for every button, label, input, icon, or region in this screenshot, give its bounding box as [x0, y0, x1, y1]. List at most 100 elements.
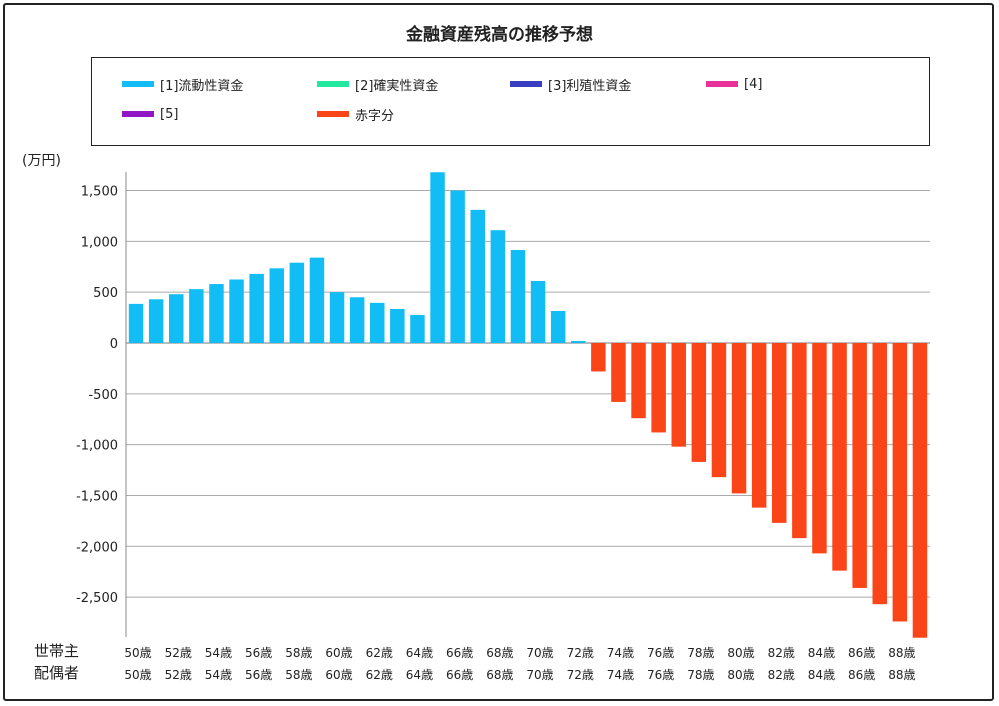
- x-label-spouse-66歳: 66歳: [446, 668, 473, 682]
- legend-label-4: [4]: [744, 76, 763, 92]
- x-label-householder-74歳: 74歳: [607, 646, 634, 660]
- bar-deficit-87歳: [872, 343, 887, 605]
- y-tick-label-4: -500: [88, 388, 118, 403]
- bar-liquid-56歳: [249, 273, 264, 343]
- x-label-spouse-88歳: 88歳: [888, 668, 915, 682]
- legend-item-2: [2]確実性資金: [317, 76, 439, 94]
- y-tick-label-3: 0: [110, 337, 118, 352]
- x-label-spouse-62歳: 62歳: [366, 668, 393, 682]
- legend-swatch-4: [706, 81, 738, 87]
- bar-liquid-51歳: [148, 299, 164, 343]
- x-label-spouse-78歳: 78歳: [687, 668, 714, 682]
- x-label-householder-84歳: 84歳: [808, 646, 835, 660]
- legend-item-6: 赤字分: [317, 106, 395, 124]
- bar-deficit-86歳: [852, 343, 867, 588]
- bar-liquid-58歳: [289, 262, 305, 343]
- x-label-householder-56歳: 56歳: [245, 646, 272, 660]
- chart-title: 金融資産残高の推移予想: [406, 25, 593, 45]
- x-label-spouse-64歳: 64歳: [406, 668, 433, 682]
- bar-liquid-69歳: [510, 250, 526, 343]
- x-label-householder-66歳: 66歳: [446, 646, 473, 660]
- bar-deficit-75歳: [631, 343, 646, 419]
- legend: [1]流動性資金 [2]確実性資金 [3]利殖性資金 [4] [5] 赤字分: [91, 57, 930, 146]
- bar-deficit-84歳: [812, 343, 827, 554]
- y-tick-label-1: 1,000: [81, 235, 118, 250]
- bar-deficit-78歳: [691, 343, 707, 462]
- legend-item-5: [5]: [122, 106, 178, 122]
- bar-liquid-65歳: [430, 172, 445, 343]
- x-label-householder-60歳: 60歳: [325, 646, 352, 660]
- x-label-householder-54歳: 54歳: [205, 646, 232, 660]
- x-label-householder-62歳: 62歳: [366, 646, 393, 660]
- bar-deficit-77歳: [671, 343, 686, 447]
- x-label-householder-52歳: 52歳: [165, 646, 192, 660]
- bar-deficit-88歳: [892, 343, 908, 622]
- x-label-householder-78歳: 78歳: [687, 646, 714, 660]
- x-label-spouse-54歳: 54歳: [205, 668, 232, 682]
- bar-deficit-80歳: [731, 343, 747, 494]
- x-label-householder-88歳: 88歳: [888, 646, 915, 660]
- x-label-spouse-74歳: 74歳: [607, 668, 634, 682]
- x-label-householder-70歳: 70歳: [526, 646, 553, 660]
- x-label-householder-80歳: 80歳: [727, 646, 754, 660]
- y-axis-unit: (万円): [22, 153, 61, 169]
- bar-liquid-55歳: [229, 279, 244, 343]
- legend-swatch-5: [122, 111, 154, 117]
- bar-liquid-57歳: [269, 268, 284, 343]
- bar-liquid-66歳: [450, 190, 465, 343]
- legend-label-3: [3]利殖性資金: [548, 78, 632, 94]
- x-label-spouse-52歳: 52歳: [165, 668, 192, 682]
- x-label-spouse-58歳: 58歳: [285, 668, 312, 682]
- bar-liquid-71歳: [550, 310, 566, 343]
- x-label-spouse-84歳: 84歳: [808, 668, 835, 682]
- legend-label-2: [2]確実性資金: [355, 78, 439, 94]
- legend-swatch-6: [317, 111, 349, 117]
- bar-liquid-67歳: [470, 209, 485, 343]
- y-tick-label-8: -2,500: [76, 591, 118, 606]
- bar-liquid-61歳: [349, 297, 365, 343]
- x-label-spouse-80歳: 80歳: [727, 668, 754, 682]
- legend-item-1: [1]流動性資金: [122, 76, 244, 94]
- bar-deficit-79歳: [711, 343, 727, 478]
- bar-liquid-50歳: [128, 303, 144, 343]
- x-label-spouse-60歳: 60歳: [325, 668, 352, 682]
- legend-label-1: [1]流動性資金: [160, 78, 244, 94]
- bar-liquid-54歳: [209, 284, 224, 343]
- x-label-householder-76歳: 76歳: [647, 646, 674, 660]
- y-tick-label-7: -2,000: [76, 540, 118, 555]
- legend-item-3: [3]利殖性資金: [510, 76, 632, 94]
- legend-label-5: [5]: [160, 106, 179, 122]
- x-label-householder-58歳: 58歳: [285, 646, 312, 660]
- y-tick-label-5: -1,000: [76, 439, 118, 454]
- legend-item-4: [4]: [706, 76, 762, 92]
- chart-frame: [3, 3, 994, 701]
- bar-deficit-74歳: [611, 343, 626, 402]
- x-label-householder-72歳: 72歳: [567, 646, 594, 660]
- bar-deficit-82歳: [772, 343, 787, 523]
- bar-liquid-63歳: [390, 308, 405, 343]
- bar-liquid-62歳: [370, 302, 385, 343]
- legend-label-6: 赤字分: [355, 108, 395, 124]
- legend-swatch-1: [122, 81, 154, 87]
- bar-deficit-76歳: [651, 343, 666, 433]
- x-label-householder-86歳: 86歳: [848, 646, 875, 660]
- bar-deficit-73歳: [591, 343, 606, 372]
- x-label-spouse-82歳: 82歳: [768, 668, 795, 682]
- row-label-spouse: 配偶者: [34, 664, 80, 682]
- y-tick-label-0: 1,500: [81, 185, 118, 200]
- bar-deficit-83歳: [792, 343, 807, 539]
- legend-swatch-3: [510, 81, 542, 87]
- x-label-householder-64歳: 64歳: [406, 646, 433, 660]
- bar-liquid-60歳: [329, 292, 345, 343]
- x-label-spouse-68歳: 68歳: [486, 668, 513, 682]
- bar-liquid-64歳: [410, 315, 425, 343]
- bar-liquid-59歳: [309, 257, 325, 343]
- bar-deficit-89歳: [912, 343, 928, 638]
- bar-deficit-85歳: [832, 343, 847, 571]
- legend-swatch-2: [317, 81, 349, 87]
- x-label-householder-82歳: 82歳: [768, 646, 795, 660]
- y-tick-label-2: 500: [93, 286, 118, 301]
- bar-deficit-81歳: [751, 343, 767, 508]
- bar-liquid-68歳: [490, 230, 506, 343]
